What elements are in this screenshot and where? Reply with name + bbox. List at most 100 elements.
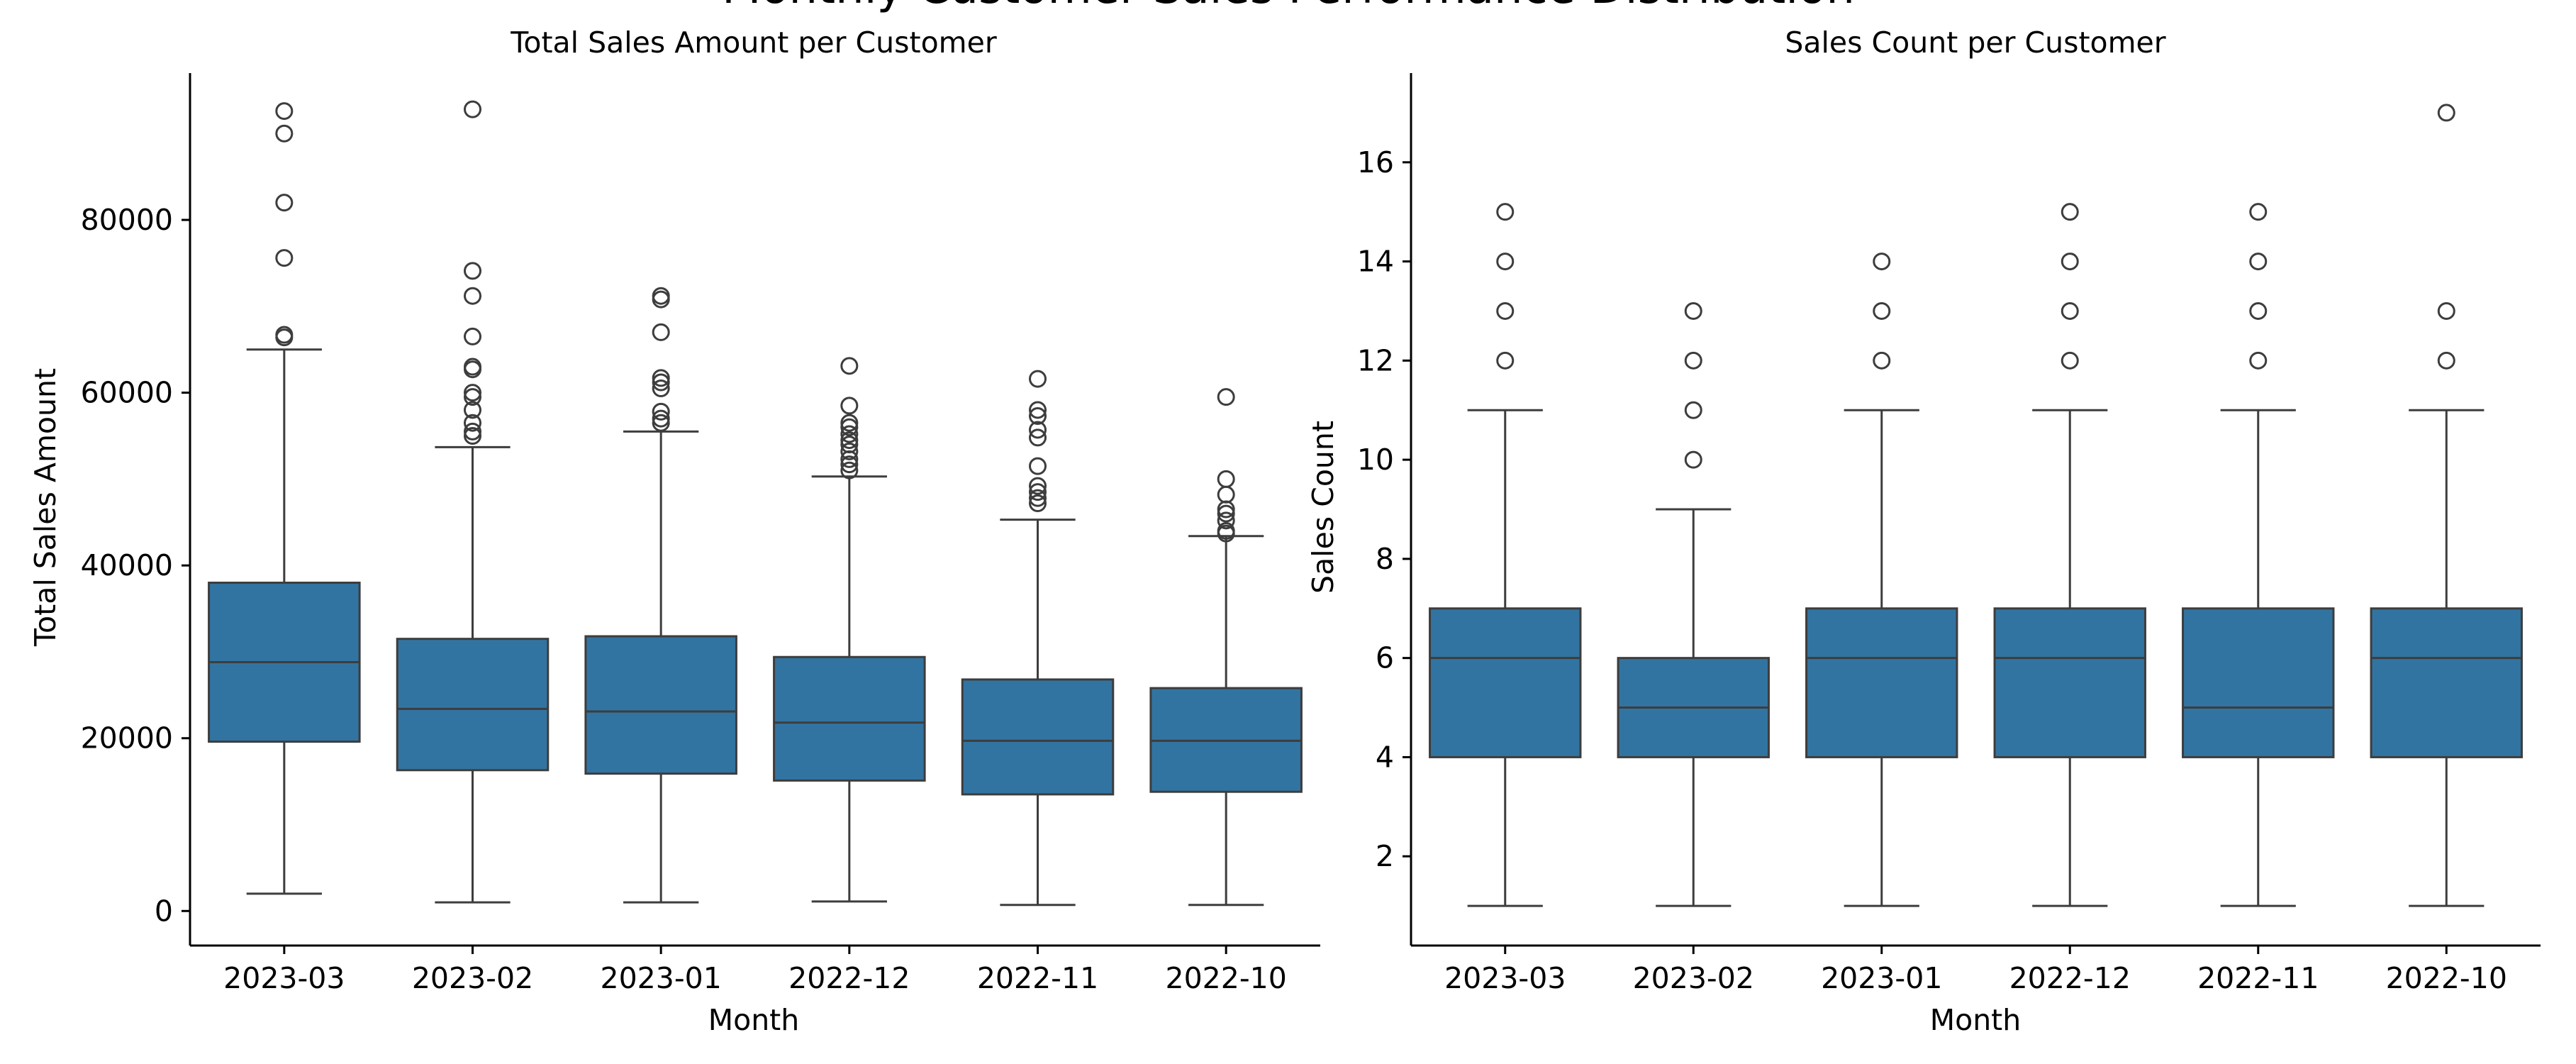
x-ticks: 2023-03 2023-02 2023-01 2022-12 2022-11 2022-…	[1444, 946, 2507, 995]
outlier-point	[464, 401, 481, 419]
outlier-point	[1496, 253, 1515, 271]
box-2023-01	[584, 287, 737, 904]
iqr-box	[773, 655, 926, 782]
outlier-point	[2437, 351, 2455, 370]
iqr-box	[1429, 607, 1582, 758]
outlier-point	[464, 358, 481, 376]
outlier-point	[652, 287, 670, 305]
outlier-point	[1029, 370, 1047, 388]
box-2023-01	[1805, 253, 1958, 907]
outlier-point	[1029, 457, 1047, 475]
outlier-point	[1029, 477, 1047, 495]
outlier-point	[2061, 301, 2079, 320]
outlier-point	[652, 402, 670, 421]
outlier-point	[1217, 511, 1235, 530]
outlier-point	[840, 418, 859, 436]
outlier-point	[652, 373, 670, 392]
outlier-point	[1217, 521, 1235, 540]
x-tick-label: 2022-11	[2197, 961, 2319, 995]
box-2023-03	[1429, 203, 1582, 907]
outlier-point	[2061, 253, 2079, 271]
outlier-point	[840, 461, 859, 480]
outlier-point	[840, 442, 859, 460]
figure-suptitle: Monthly Customer Sales Performance Distr…	[722, 0, 1855, 14]
box-2022-10	[1149, 388, 1303, 907]
x-ticks: 2023-03 2023-02 2023-01 2022-12 2022-11 2022-…	[223, 946, 1287, 995]
box-2022-11	[2182, 203, 2335, 907]
outlier-point	[1684, 301, 1702, 320]
outlier-point	[464, 414, 481, 432]
iqr-box	[961, 678, 1115, 796]
box-2023-02	[396, 100, 550, 904]
outlier-point	[1873, 253, 1891, 271]
y-tick-label: 6	[1376, 641, 1394, 675]
outlier-point	[1496, 351, 1515, 370]
outlier-point	[464, 384, 481, 402]
outlier-point	[1873, 351, 1891, 370]
y-tick-label: 80000	[81, 203, 173, 237]
outlier-point	[840, 397, 859, 415]
iqr-box	[584, 635, 737, 775]
box-2022-12	[1993, 203, 2146, 907]
chart-title: Sales Count per Customer	[1785, 26, 2165, 60]
y-tick-label: 60000	[81, 376, 173, 410]
outlier-point	[1496, 301, 1515, 320]
box-2023-02	[1617, 301, 1770, 907]
outlier-point	[2249, 301, 2268, 320]
outlier-point	[275, 249, 294, 267]
outlier-point	[464, 100, 481, 118]
y-tick-label: 8	[1376, 542, 1394, 576]
outlier-point	[1029, 421, 1047, 439]
y-tick-label: 4	[1376, 740, 1394, 774]
outlier-point	[652, 409, 670, 428]
outlier-point	[464, 422, 481, 440]
outlier-point	[464, 388, 481, 406]
outlier-point	[840, 414, 859, 432]
outlier-point	[1029, 401, 1047, 419]
y-tick-label: 16	[1357, 145, 1394, 179]
outlier-point	[1496, 203, 1515, 221]
box-series	[208, 100, 1303, 907]
outlier-point	[840, 425, 859, 443]
outlier-point	[652, 414, 670, 432]
x-tick-label: 2022-11	[977, 961, 1098, 995]
x-tick-label: 2023-03	[223, 961, 345, 995]
outlier-point	[2249, 253, 2268, 271]
outlier-point	[1217, 388, 1235, 406]
outlier-point	[1029, 489, 1047, 507]
outlier-point	[275, 102, 294, 121]
outlier-point	[840, 436, 859, 454]
x-axis-label: Month	[708, 1003, 800, 1037]
outlier-point	[275, 194, 294, 212]
x-tick-label: 2023-01	[1821, 961, 1942, 995]
outlier-point	[1217, 470, 1235, 488]
outlier-point	[1873, 301, 1891, 320]
y-ticks: 2 4 6 8 10 12 14 16	[1357, 145, 1411, 873]
x-tick-label: 2023-02	[412, 961, 533, 995]
outlier-point	[1029, 428, 1047, 447]
y-ticks: 0 20000 40000 60000 80000	[81, 203, 190, 928]
iqr-box	[2370, 607, 2523, 758]
y-tick-label: 12	[1357, 343, 1394, 377]
y-tick-label: 40000	[81, 548, 173, 582]
outlier-point	[1684, 450, 1702, 469]
outlier-point	[1684, 401, 1702, 419]
y-tick-label: 14	[1357, 245, 1394, 279]
chart-panel-total-sales: Total Sales Amount per Customer Total Sa…	[28, 26, 1320, 1037]
x-tick-label: 2023-02	[1633, 961, 1754, 995]
x-tick-label: 2022-10	[2386, 961, 2507, 995]
y-tick-label: 2	[1376, 839, 1394, 873]
outlier-point	[840, 357, 859, 375]
x-tick-label: 2022-10	[1166, 961, 1287, 995]
box-2022-12	[773, 357, 926, 903]
y-axis-label: Total Sales Amount	[28, 368, 62, 647]
outlier-point	[464, 327, 481, 345]
outlier-point	[840, 431, 859, 450]
outlier-point	[1684, 351, 1702, 370]
outlier-point	[652, 379, 670, 398]
outlier-point	[2249, 351, 2268, 370]
outlier-point	[1029, 494, 1047, 512]
y-tick-label: 10	[1357, 443, 1394, 477]
